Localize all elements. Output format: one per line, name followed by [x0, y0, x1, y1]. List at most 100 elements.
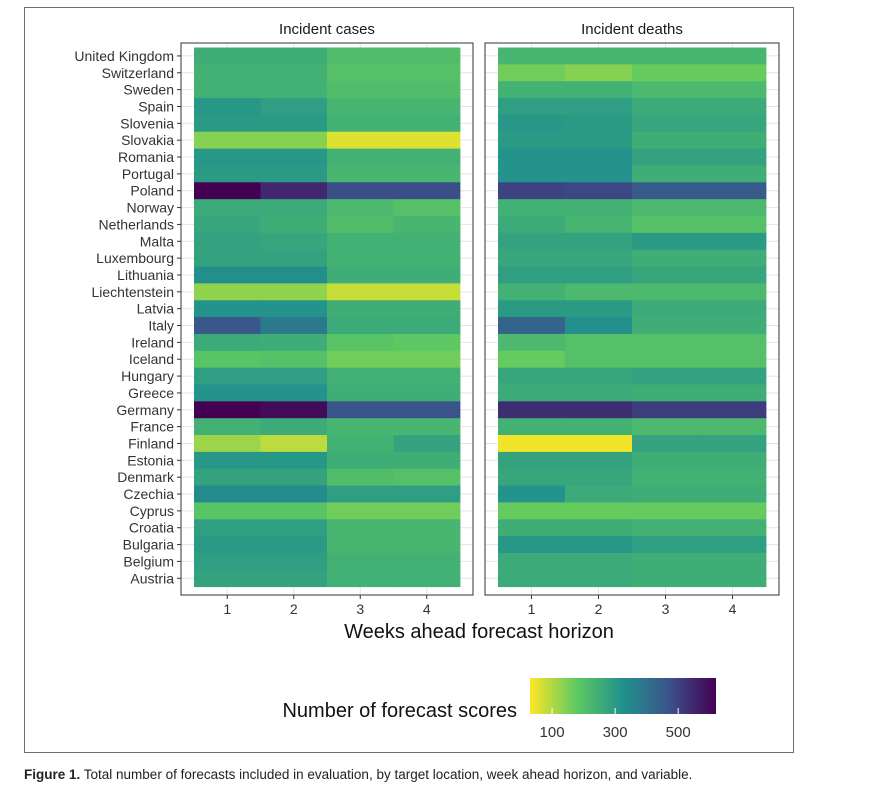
heatmap-cell [632, 98, 700, 116]
heatmap-cell [393, 266, 461, 284]
heatmap-cell [327, 232, 394, 251]
heatmap-cell [632, 502, 700, 520]
heatmap-cell [498, 519, 566, 537]
heatmap-cell [498, 216, 566, 234]
heatmap-cell [498, 300, 566, 318]
heatmap-cell [393, 367, 461, 385]
heatmap-cell [498, 114, 566, 133]
heatmap-cell [565, 553, 633, 571]
x-tick-label: 1 [223, 601, 231, 617]
y-tick-label: Cyprus [130, 503, 174, 519]
heatmap-cell [194, 435, 261, 453]
heatmap-cell [632, 283, 700, 301]
heatmap-cell [327, 81, 394, 99]
heatmap-cell [565, 519, 633, 537]
heatmap-cell [327, 131, 394, 149]
heatmap-cell [565, 333, 633, 352]
heatmap-cell [327, 249, 394, 267]
facet-strip [485, 12, 779, 43]
heatmap-cell [194, 502, 261, 520]
panel-border [180, 42, 474, 596]
heatmap-cell [194, 384, 261, 402]
heatmap-cell [565, 350, 633, 369]
heatmap-cell [632, 367, 700, 385]
panel-border [484, 42, 780, 596]
y-tick-label: Finland [128, 435, 174, 451]
heatmap-cell [498, 485, 566, 503]
heatmap-cell [194, 485, 261, 503]
heatmap-cell [260, 502, 328, 520]
heatmap-cell [498, 553, 566, 571]
facet-panel: Incident deaths [484, 12, 780, 596]
heatmap-cell [699, 98, 767, 116]
heatmap-cell [498, 451, 566, 470]
heatmap-cell [393, 485, 461, 503]
heatmap-cell [327, 266, 394, 284]
heatmap-cell [393, 283, 461, 301]
heatmap-cell [260, 81, 328, 99]
heatmap-cell [498, 384, 566, 402]
heatmap-cell [194, 569, 261, 588]
heatmap-cell [498, 182, 566, 200]
heatmap-cell [194, 216, 261, 234]
heatmap-cell [194, 519, 261, 537]
x-tick-label: 3 [356, 601, 364, 617]
heatmap-cell [194, 232, 261, 251]
heatmap-cell [393, 401, 461, 419]
y-tick-label: Italy [148, 318, 174, 334]
heatmap-cell [699, 317, 767, 335]
y-tick-label: Romania [118, 149, 174, 165]
heatmap-cell [327, 569, 394, 588]
y-tick-label: Latvia [137, 301, 175, 317]
y-tick-label: Hungary [121, 368, 174, 384]
heatmap-cell [260, 283, 328, 301]
heatmap-cell [393, 451, 461, 470]
heatmap-cell [699, 216, 767, 234]
heatmap-cell [327, 182, 394, 200]
heatmap-cell [632, 451, 700, 470]
heatmap-cell [327, 519, 394, 537]
heatmap-cell [260, 553, 328, 571]
heatmap-cell [632, 300, 700, 318]
heatmap-cell [194, 283, 261, 301]
heatmap-cell [565, 317, 633, 335]
caption-label: Figure 1. [24, 767, 81, 782]
legend-tick-label: 100 [540, 724, 565, 741]
facet-strip [181, 12, 473, 43]
heatmap-cell [565, 502, 633, 520]
heatmap-cell [498, 266, 566, 284]
heatmap-cell [194, 451, 261, 470]
heatmap-cell [565, 468, 633, 486]
heatmap-cell [194, 199, 261, 217]
y-tick-label: Sweden [123, 82, 174, 98]
heatmap-cell [699, 536, 767, 554]
heatmap-cell [632, 64, 700, 82]
heatmap-cell [260, 131, 328, 149]
heatmap-cell [565, 232, 633, 251]
y-tick-label: Croatia [129, 520, 174, 536]
heatmap-cell [632, 553, 700, 571]
heatmap-cell [498, 350, 566, 369]
heatmap-cell [194, 468, 261, 486]
heatmap-cell [194, 64, 261, 82]
heatmap-cell [699, 569, 767, 588]
heatmap-cell [699, 232, 767, 251]
heatmap-cell [260, 519, 328, 537]
heatmap-cell [498, 502, 566, 520]
heatmap-cell [327, 485, 394, 503]
heatmap-cell [498, 47, 566, 65]
heatmap-cell [393, 569, 461, 588]
heatmap-cell [393, 114, 461, 133]
heatmap-cell [699, 519, 767, 537]
heatmap-cell [260, 249, 328, 267]
heatmap-cell [632, 435, 700, 453]
heatmap-cell [565, 114, 633, 133]
heatmap-cell [260, 317, 328, 335]
y-tick-label: Malta [140, 233, 174, 249]
heatmap-cell [194, 553, 261, 571]
heatmap-cell [194, 333, 261, 352]
heatmap-cell [260, 384, 328, 402]
heatmap-cell [327, 367, 394, 385]
heatmap-cell [699, 350, 767, 369]
heatmap-cell [632, 519, 700, 537]
